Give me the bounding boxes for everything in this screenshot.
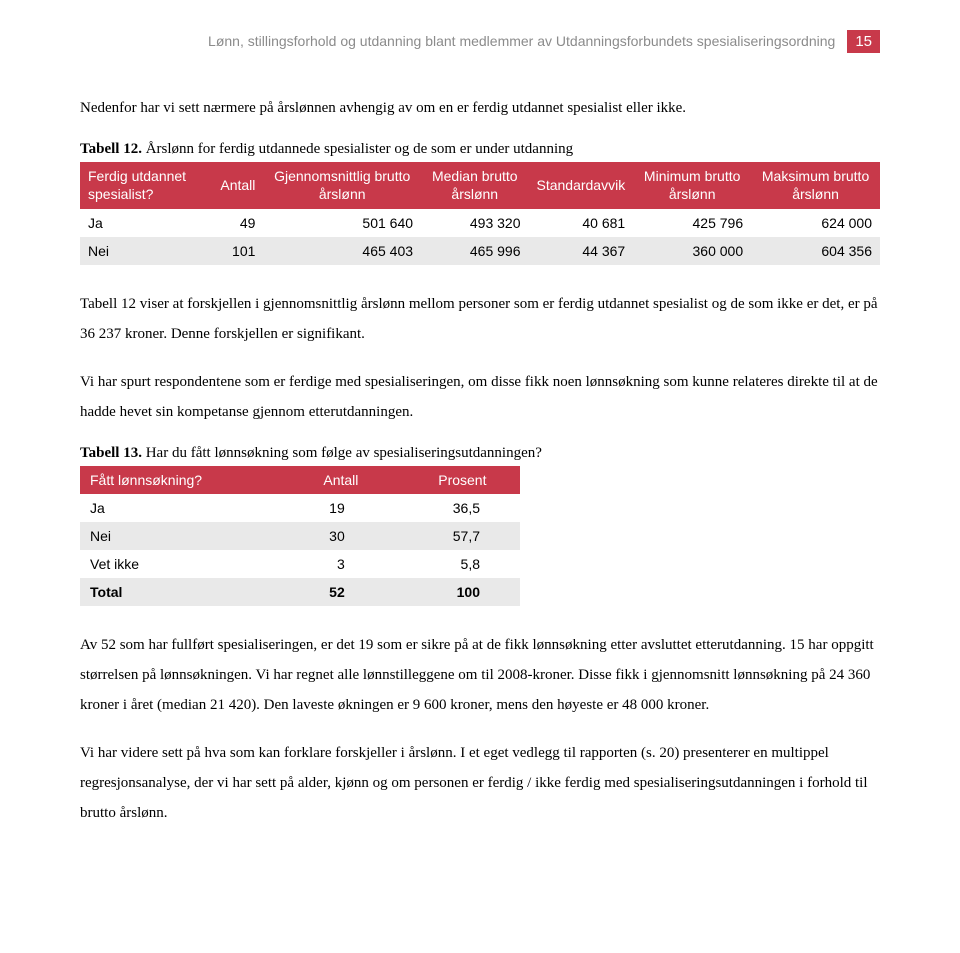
table13-caption-bold: Tabell 13. bbox=[80, 445, 142, 461]
table13-cell: Nei bbox=[80, 522, 277, 550]
table12-cell: 425 796 bbox=[633, 209, 751, 237]
running-header: Lønn, stillingsforhold og utdanning blan… bbox=[80, 30, 880, 53]
table12-cell: 465 403 bbox=[263, 237, 421, 265]
table13-cell: 100 bbox=[405, 578, 520, 606]
table13-cell: 19 bbox=[277, 494, 405, 522]
table12-cell: 624 000 bbox=[751, 209, 880, 237]
table12-cell: 465 996 bbox=[421, 237, 528, 265]
table13-col-0: Fått lønnsøkning? bbox=[80, 466, 277, 494]
table13-cell: 30 bbox=[277, 522, 405, 550]
table13-cell: 57,7 bbox=[405, 522, 520, 550]
table13-cell: Total bbox=[80, 578, 277, 606]
table12-cell: 493 320 bbox=[421, 209, 528, 237]
table12-col-1: Antall bbox=[212, 162, 263, 209]
paragraph-t12-summary: Tabell 12 viser at forskjellen i gjennom… bbox=[80, 289, 880, 349]
table13-cell: Vet ikke bbox=[80, 550, 277, 578]
table-row: Ja 19 36,5 bbox=[80, 494, 520, 522]
table13-cell: 5,8 bbox=[405, 550, 520, 578]
table12-col-5: Minimum brutto årslønn bbox=[633, 162, 751, 209]
table12-col-6: Maksimum brutto årslønn bbox=[751, 162, 880, 209]
table-row: Nei 101 465 403 465 996 44 367 360 000 6… bbox=[80, 237, 880, 265]
table12-cell: 49 bbox=[212, 209, 263, 237]
running-title: Lønn, stillingsforhold og utdanning blan… bbox=[208, 33, 835, 49]
table13-header-row: Fått lønnsøkning? Antall Prosent bbox=[80, 466, 520, 494]
table12-cell: Nei bbox=[80, 237, 212, 265]
table12-col-4: Standardavvik bbox=[528, 162, 633, 209]
table12-cell: 360 000 bbox=[633, 237, 751, 265]
table13-col-1: Antall bbox=[277, 466, 405, 494]
table12-cell: 101 bbox=[212, 237, 263, 265]
table12-col-2: Gjennomsnittlig brutto årslønn bbox=[263, 162, 421, 209]
table13-col-2: Prosent bbox=[405, 466, 520, 494]
paragraph-regression: Vi har videre sett på hva som kan forkla… bbox=[80, 738, 880, 828]
table13-cell: 52 bbox=[277, 578, 405, 606]
table12-cell: Ja bbox=[80, 209, 212, 237]
table12-caption-rest: Årslønn for ferdig utdannede spesialiste… bbox=[142, 141, 573, 157]
table12-col-0: Ferdig utdannet spesialist? bbox=[80, 162, 212, 209]
table13-caption-rest: Har du fått lønnsøkning som følge av spe… bbox=[142, 445, 542, 461]
table13-cell: Ja bbox=[80, 494, 277, 522]
table13-caption: Tabell 13. Har du fått lønnsøkning som f… bbox=[80, 445, 880, 462]
table-row: Nei 30 57,7 bbox=[80, 522, 520, 550]
page-number: 15 bbox=[847, 30, 880, 53]
table12-cell: 501 640 bbox=[263, 209, 421, 237]
table12-cell: 604 356 bbox=[751, 237, 880, 265]
table12-header-row: Ferdig utdannet spesialist? Antall Gjenn… bbox=[80, 162, 880, 209]
paragraph-question-intro: Vi har spurt respondentene som er ferdig… bbox=[80, 367, 880, 427]
table-row: Ja 49 501 640 493 320 40 681 425 796 624… bbox=[80, 209, 880, 237]
paragraph-intro: Nedenfor har vi sett nærmere på årslønne… bbox=[80, 93, 880, 123]
table12-cell: 40 681 bbox=[528, 209, 633, 237]
table12-cell: 44 367 bbox=[528, 237, 633, 265]
table13-cell: 3 bbox=[277, 550, 405, 578]
table13-cell: 36,5 bbox=[405, 494, 520, 522]
table-row: Vet ikke 3 5,8 bbox=[80, 550, 520, 578]
table12-caption-bold: Tabell 12. bbox=[80, 141, 142, 157]
table12-col-3: Median brutto årslønn bbox=[421, 162, 528, 209]
table-row-total: Total 52 100 bbox=[80, 578, 520, 606]
table13: Fått lønnsøkning? Antall Prosent Ja 19 3… bbox=[80, 466, 520, 606]
paragraph-t13-summary: Av 52 som har fullført spesialiseringen,… bbox=[80, 630, 880, 720]
table12-caption: Tabell 12. Årslønn for ferdig utdannede … bbox=[80, 141, 880, 158]
table12: Ferdig utdannet spesialist? Antall Gjenn… bbox=[80, 162, 880, 265]
